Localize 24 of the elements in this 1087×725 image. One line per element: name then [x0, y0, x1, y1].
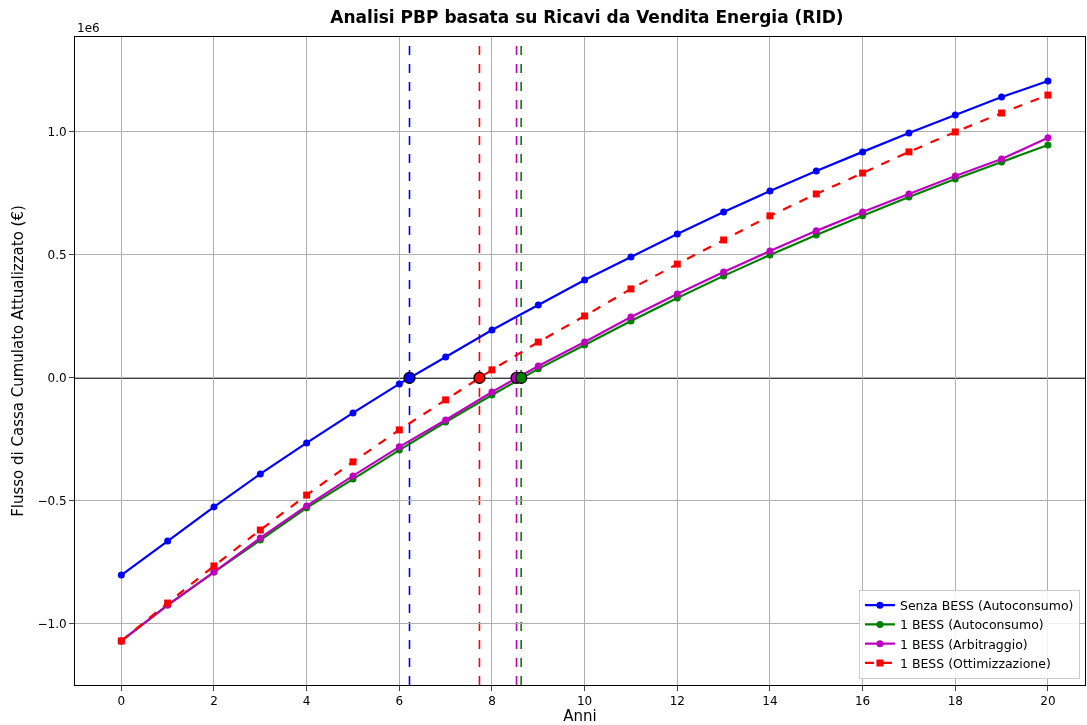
x-tick-label: 18	[947, 694, 963, 709]
x-tick-label: 12	[669, 694, 685, 709]
x-tick-label: 14	[762, 694, 778, 709]
chart-title: Analisi PBP basata su Ricavi da Vendita Energia (RID)	[330, 6, 844, 27]
x-tick-label: 0	[117, 694, 126, 709]
y-axis-title: Flusso di Cassa Cumulato Attualizzato (€)	[8, 205, 27, 517]
x-tick-label: 16	[854, 694, 871, 709]
y-tick-label: −1.0	[37, 617, 67, 632]
y-tick-label: 0.0	[47, 371, 67, 386]
x-tick-label: 20	[1040, 694, 1056, 709]
x-tick-label: 8	[488, 694, 496, 709]
x-tick-label: 6	[395, 694, 404, 709]
legend-label: 1 BESS (Ottimizzazione)	[899, 655, 1051, 671]
x-tick-label: 2	[210, 694, 218, 709]
y-tick-label: 0.5	[47, 248, 67, 263]
x-tick-label: 4	[302, 694, 311, 709]
y-tick-label: 1.0	[47, 125, 67, 140]
x-tick-label: 10	[576, 694, 593, 709]
legend-label: 1 BESS (Arbitraggio)	[899, 636, 1028, 652]
text: 1e6	[77, 21, 100, 35]
x-axis-title: Anni	[563, 707, 597, 725]
legend-label: 1 BESS (Autoconsumo)	[899, 617, 1044, 633]
y-tick-label: −0.5	[37, 494, 67, 509]
legend-label: Senza BESS (Autoconsumo)	[899, 598, 1074, 614]
